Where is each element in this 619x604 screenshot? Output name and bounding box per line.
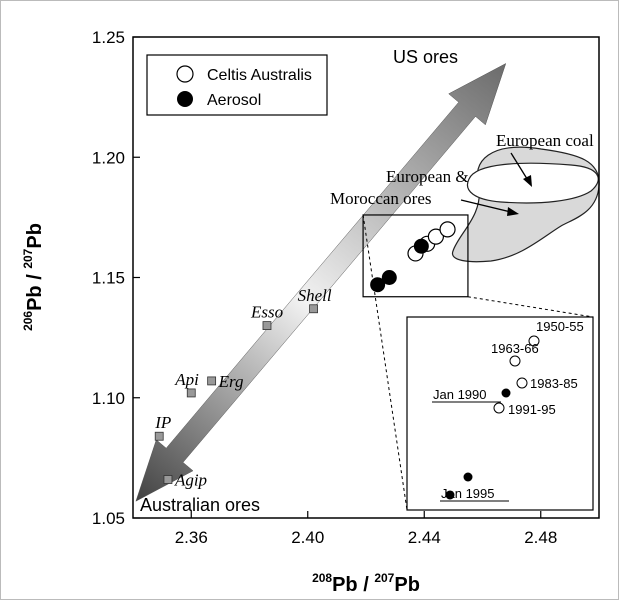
european-coal-arrowhead: [523, 175, 532, 187]
y-tick-label-3: 1.20: [92, 148, 125, 167]
y-tick-label-2: 1.15: [92, 269, 125, 288]
brand-label-esso: Esso: [250, 303, 283, 322]
x-tick-label-3: 2.48: [524, 528, 557, 547]
european-moroccan-label-line1: European &: [386, 167, 469, 186]
x-axis-title-base1: Pb: [332, 574, 358, 596]
inset-label-jan-1990: Jan 1990: [433, 387, 487, 402]
inset-point-jan-1995-a: [463, 472, 473, 482]
inset-point-1991-95: [493, 402, 505, 414]
inset-label-1963-66: 1963-66: [491, 341, 539, 356]
inset-label-1991-95: 1991-95: [508, 402, 556, 417]
point-aerosol-2: [413, 238, 429, 254]
brand-label-agip: Agip: [174, 471, 207, 490]
x-axis-title-sup2: 207: [374, 571, 394, 585]
legend-marker-aerosol: [177, 91, 193, 107]
legend-label-aerosol: Aerosol: [207, 92, 261, 109]
data-series: [370, 221, 456, 293]
european-moroccan-label-line2: Moroccan ores: [330, 189, 432, 208]
zoom-connector-right: [467, 296, 594, 318]
point-aerosol-1: [381, 270, 397, 285]
point-aerosol-0: [370, 277, 386, 293]
brand-marker-ip: [154, 431, 164, 441]
brand-marker-shell: [309, 304, 318, 314]
x-tick-label-2: 2.44: [408, 528, 441, 547]
legend-marker-celtis: [176, 65, 194, 83]
y-tick-label-4: 1.25: [92, 28, 125, 47]
european-moroccan-arrowhead: [507, 207, 519, 216]
y-axis-title-base1: Pb: [24, 285, 46, 311]
legend: Celtis Australis Aerosol: [146, 54, 328, 116]
brand-marker-esso: [262, 321, 272, 331]
zoom-source-box: [362, 214, 469, 298]
zoom-connector-left: [362, 214, 408, 511]
inset-label-1983-85: 1983-85: [530, 376, 578, 391]
y-axis-title-sup2: 207: [21, 248, 35, 268]
zoom-inset: 1950-55 1963-66 1983-85 Jan 1990 1991-95…: [406, 316, 594, 511]
x-axis-ticks: 2.36 2.40 2.44 2.48: [175, 511, 557, 547]
x-tick-label-0: 2.36: [175, 528, 208, 547]
y-axis-title: 206Pb / 207Pb: [21, 223, 46, 331]
point-celtis-australis-2: [427, 228, 444, 245]
european-coal-arrow: [510, 152, 530, 183]
brand-marker-agip: [163, 475, 173, 484]
double-arrow-shape: [135, 62, 507, 502]
inset-point-1963-66: [509, 355, 521, 367]
european-coal-region: [466, 162, 599, 204]
legend-box: [146, 54, 328, 116]
x-axis-title-sup1: 208: [312, 571, 332, 585]
x-axis-title-sep: /: [358, 574, 375, 596]
brand-label-shell: Shell: [298, 286, 332, 305]
x-axis-title-base2: Pb: [394, 574, 420, 596]
x-axis-title: 208Pb / 207Pb: [312, 571, 420, 596]
brand-marker-api: [186, 388, 196, 398]
point-celtis-australis-3: [439, 221, 456, 238]
brand-label-erg: Erg: [218, 372, 244, 391]
brand-label-api: Api: [174, 370, 199, 389]
inset-point-jan-1995-b: [445, 490, 455, 500]
inset-box: [406, 316, 594, 511]
y-tick-label-1: 1.10: [92, 389, 125, 408]
y-axis-title-sup1: 206: [21, 311, 35, 331]
y-axis-title-sep: /: [24, 269, 46, 286]
x-tick-label-1: 2.40: [291, 528, 324, 547]
legend-label-celtis: Celtis Australis: [207, 67, 312, 84]
y-axis-title-base2: Pb: [24, 223, 46, 249]
inset-label-1950-55: 1950-55: [536, 319, 584, 334]
y-axis-ticks: 1.05 1.10 1.15 1.20 1.25: [92, 28, 140, 528]
us-ores-label: US ores: [393, 47, 458, 67]
australian-ores-label: Australian ores: [140, 495, 260, 515]
brand-marker-erg: [207, 376, 217, 386]
european-coal-label: European coal: [496, 131, 594, 150]
mixing-double-arrow: [135, 62, 507, 502]
inset-point-1950-55: [528, 335, 540, 347]
inset-point-jan-1990: [501, 388, 511, 398]
european-moroccan-arrow: [460, 199, 512, 213]
inset-point-1983-85: [516, 377, 528, 389]
y-tick-label-0: 1.05: [92, 509, 125, 528]
brand-label-ip: IP: [154, 413, 171, 432]
inset-label-jan-1995: Jan 1995: [441, 486, 495, 501]
fuel-brand-markers: IP Api Erg Agip Esso Shell: [154, 286, 332, 490]
